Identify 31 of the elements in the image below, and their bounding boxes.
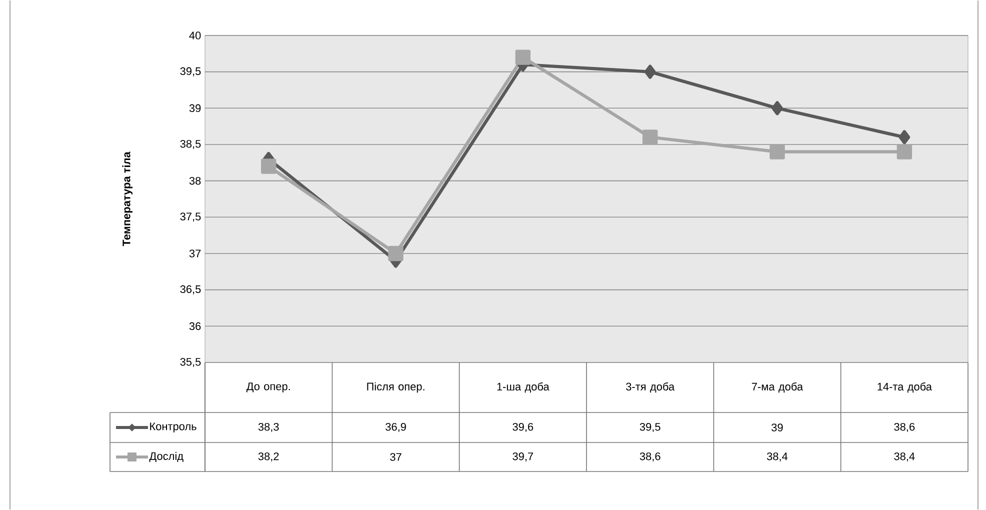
data-label: 38,3	[258, 422, 279, 432]
data-label: 38,6	[640, 452, 660, 462]
y-tick-label: 36	[189, 322, 201, 330]
data-label: 38,6	[894, 422, 915, 432]
x-tick-label: Після опер.	[367, 382, 424, 393]
y-tick-label: 40	[189, 32, 201, 40]
legend-label: Дослід	[149, 452, 184, 462]
legend-label: Контроль	[150, 422, 196, 432]
data-label: 39	[772, 424, 783, 432]
data-label: 39,6	[512, 422, 534, 432]
x-tick-label: 7-ма доба	[752, 382, 804, 393]
y-tick-label: 39	[189, 104, 201, 112]
x-tick-label: 3-тя доба	[626, 382, 675, 393]
data-label: 38,2	[258, 452, 279, 462]
y-axis-title: Температура тіла	[122, 152, 132, 246]
x-tick-label: 14-та доба	[878, 382, 932, 393]
data-label: 38,4	[766, 452, 788, 462]
data-label: 36,9	[386, 422, 406, 432]
data-label: 38,4	[894, 452, 915, 462]
data-label: 39,5	[640, 422, 660, 432]
y-tick-label: 38,5	[180, 140, 201, 150]
y-tick-label: 37,5	[180, 212, 201, 222]
data-label: 37	[390, 453, 402, 461]
y-tick-label: 35,5	[180, 358, 201, 368]
y-tick-label: 39,5	[180, 67, 201, 76]
data-label: 39,7	[512, 452, 534, 462]
x-tick-label: 1-ша доба	[497, 382, 550, 393]
x-tick-label: До опер.	[246, 382, 290, 392]
y-tick-label: 38	[189, 176, 201, 185]
y-tick-label: 36,5	[180, 285, 201, 294]
y-tick-label: 37	[189, 250, 201, 258]
